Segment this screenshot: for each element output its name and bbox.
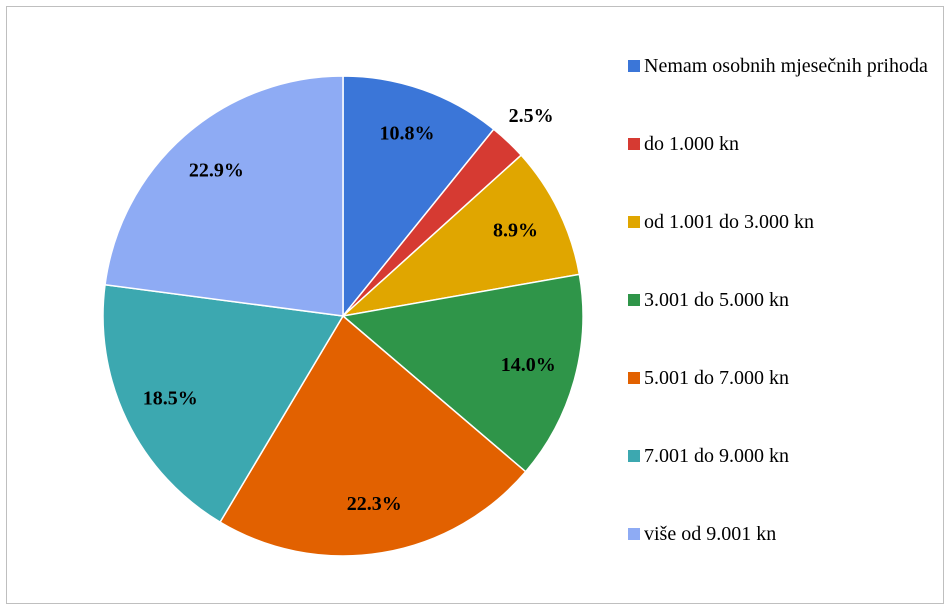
pie-slice bbox=[219, 314, 527, 557]
legend-swatch bbox=[628, 216, 640, 228]
legend-entry: od 1.001 do 3.000 kn bbox=[628, 206, 948, 238]
legend-swatch bbox=[628, 528, 640, 540]
pie-slice bbox=[342, 75, 495, 319]
pie-slice bbox=[340, 154, 581, 318]
data-label: 22.3% bbox=[347, 493, 402, 515]
legend-entry: više od 9.001 kn bbox=[628, 518, 948, 550]
legend-swatch bbox=[628, 450, 640, 462]
legend-swatch bbox=[628, 138, 640, 150]
pie-slice bbox=[104, 75, 344, 317]
legend-entry: Nemam osobnih mjesečnih prihoda bbox=[628, 50, 948, 82]
legend-label: više od 9.001 kn bbox=[644, 523, 777, 545]
data-label: 8.9% bbox=[493, 219, 538, 241]
legend-label: Nemam osobnih mjesečnih prihoda bbox=[644, 55, 928, 77]
legend-label: do 1.000 kn bbox=[644, 133, 739, 155]
data-label: 10.8% bbox=[379, 123, 434, 145]
legend-label: 3.001 do 5.000 kn bbox=[644, 289, 789, 311]
legend-label: 7.001 do 9.000 kn bbox=[644, 445, 789, 467]
legend-label: 5.001 do 7.000 kn bbox=[644, 367, 789, 389]
legend-swatch bbox=[628, 294, 640, 306]
pie-slice bbox=[341, 273, 584, 473]
pie-slice bbox=[102, 283, 345, 524]
data-label: 22.9% bbox=[189, 159, 244, 181]
legend-entry: 5.001 do 7.000 kn bbox=[628, 362, 948, 394]
data-label: 18.5% bbox=[143, 387, 198, 409]
data-label: 14.0% bbox=[501, 354, 556, 376]
chart-frame bbox=[6, 6, 944, 604]
legend-swatch bbox=[628, 60, 640, 72]
legend-entry: do 1.000 kn bbox=[628, 128, 948, 160]
legend-entry: 7.001 do 9.000 kn bbox=[628, 440, 948, 472]
legend-entry: 3.001 do 5.000 kn bbox=[628, 284, 948, 316]
legend-swatch bbox=[628, 372, 640, 384]
legend-label: od 1.001 do 3.000 kn bbox=[644, 211, 814, 233]
data-label: 2.5% bbox=[509, 105, 554, 127]
